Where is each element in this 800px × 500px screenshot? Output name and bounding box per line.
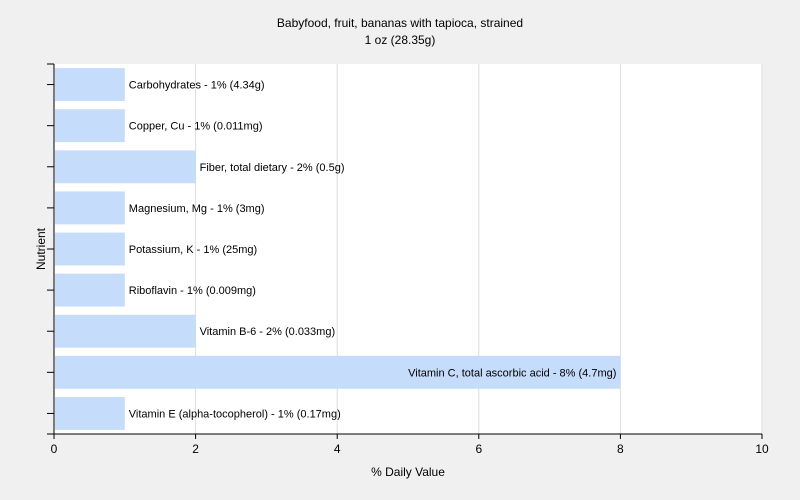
axes (47, 63, 762, 435)
bar (55, 68, 125, 101)
bar (55, 314, 196, 348)
x-tick-label: 0 (51, 442, 58, 456)
bar (55, 232, 125, 266)
x-tick-label: 4 (334, 442, 341, 456)
bar (55, 150, 196, 184)
bar-label: Carbohydrates - 1% (4.34g) (129, 80, 265, 92)
bar-label: Magnesium, Mg - 1% (3mg) (129, 203, 265, 215)
x-tick-label: 8 (617, 442, 624, 456)
bar (55, 355, 621, 389)
chart-title: Babyfood, fruit, bananas with tapioca, s… (277, 16, 523, 30)
x-tick-label: 2 (192, 442, 199, 456)
bar (55, 109, 125, 143)
y-axis-label: Nutrient (34, 227, 48, 270)
bar-label: Vitamin B-6 - 2% (0.033mg) (200, 326, 336, 338)
bar-labels: Carbohydrates - 1% (4.34g) Copper, Cu - 1… (129, 80, 617, 421)
chart-subtitle: 1 oz (28.35g) (365, 33, 436, 47)
bar (55, 397, 125, 430)
bar-label: Potassium, K - 1% (25mg) (129, 244, 257, 256)
x-axis-label: % Daily Value (371, 465, 445, 479)
x-tick-label: 10 (755, 442, 769, 456)
bar-label: Copper, Cu - 1% (0.011mg) (129, 121, 263, 133)
bar (55, 191, 125, 225)
bar-label: Vitamin E (alpha-tocopherol) - 1% (0.17m… (129, 408, 341, 420)
bar-label: Fiber, total dietary - 2% (0.5g) (200, 162, 345, 174)
x-ticks: 0 2 4 6 8 10 (51, 434, 769, 456)
bar (55, 273, 125, 307)
bar-label: Vitamin C, total ascorbic acid - 8% (4.7… (408, 367, 616, 379)
bar-label: Riboflavin - 1% (0.009mg) (129, 285, 256, 297)
x-tick-label: 6 (475, 442, 482, 456)
bars (55, 68, 621, 430)
